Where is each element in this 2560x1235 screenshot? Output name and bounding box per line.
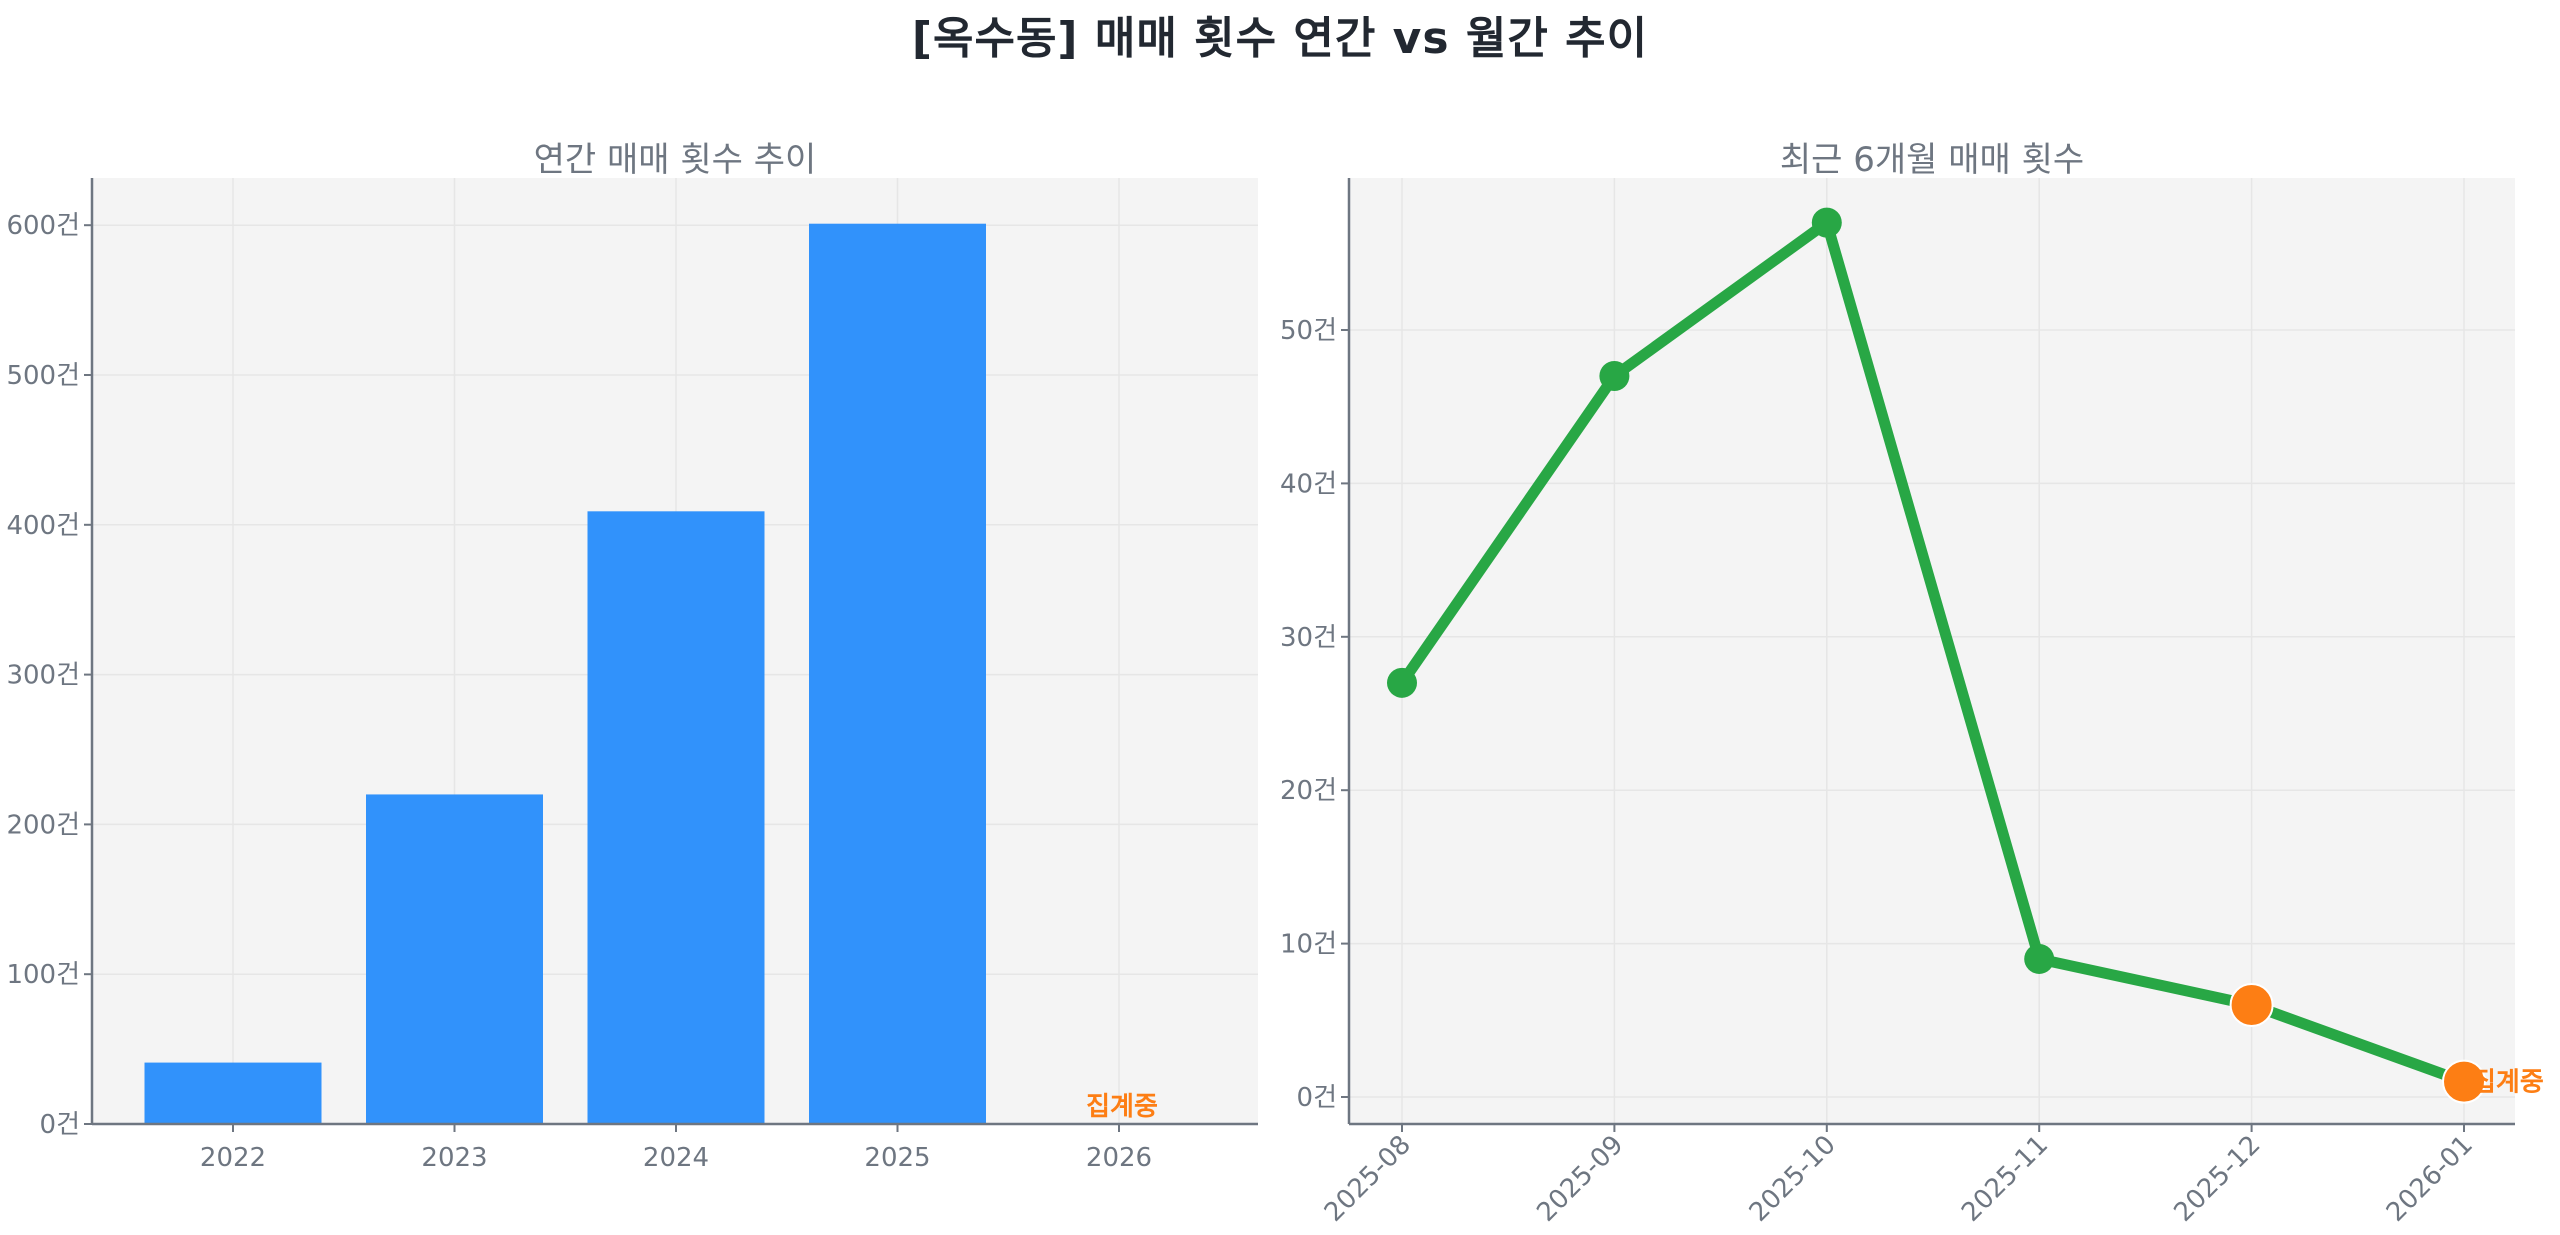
bar-2022	[144, 1062, 322, 1124]
annual-bar-chart: 0건 100건 200건 300건 400건 500건 600건 2022 2023 2024 20…	[6, 178, 1258, 1173]
x-tick-label: 2025-12	[2169, 1130, 2267, 1228]
monthly-chart-title: 최근 6개월 매매 횟수	[1779, 140, 2085, 180]
data-point-2026-01	[2442, 1059, 2486, 1104]
y-tick-label: 20건	[1280, 776, 1337, 806]
pending-annotation: 집계중	[1086, 1092, 1158, 1122]
y-tick-label: 10건	[1280, 930, 1337, 960]
x-tick-label: 2025	[864, 1143, 930, 1173]
annual-chart-title: 연간 매매 횟수 추이	[533, 140, 817, 180]
y-tick-label: 400건	[6, 511, 80, 541]
y-tick-label: 500건	[6, 361, 80, 391]
y-tick-label: 300건	[6, 661, 80, 691]
y-tick-label: 0건	[40, 1110, 80, 1140]
y-tick-label: 30건	[1280, 623, 1337, 653]
bar-2025	[809, 223, 986, 1124]
bar-2023	[366, 794, 543, 1124]
data-point-2025-08	[1387, 667, 1417, 698]
x-tick-label: 2024	[643, 1143, 709, 1173]
x-tick-label: 2026	[1086, 1143, 1152, 1173]
x-tick-label: 2026-01	[2381, 1130, 2479, 1228]
data-point-2025-09	[1599, 361, 1630, 392]
y-tick-label: 100건	[6, 960, 80, 990]
y-tick-label: 50건	[1280, 316, 1337, 346]
x-tick-label: 2025-10	[1744, 1130, 1842, 1228]
x-tick-label: 2025-11	[1956, 1130, 2054, 1228]
y-tick-label: 0건	[1297, 1083, 1337, 1113]
data-point-2025-10	[1811, 207, 1842, 238]
plot-area	[1349, 178, 2515, 1124]
x-tick-label: 2025-09	[1531, 1130, 1629, 1228]
data-point-2025-12	[2229, 982, 2274, 1027]
y-tick-label: 600건	[6, 211, 80, 241]
y-tick-label: 40건	[1280, 469, 1337, 499]
figure-title: [옥수동] 매매 횟수 연간 vs 월간 추이	[911, 13, 1649, 64]
y-tick-label: 200건	[6, 810, 80, 840]
bar-2024	[587, 511, 765, 1124]
trend-line	[1396, 217, 2470, 1088]
x-tick-label: 2025-08	[1319, 1130, 1417, 1228]
x-tick-label: 2023	[421, 1143, 487, 1173]
x-tick-label: 2022	[200, 1143, 266, 1173]
data-point-2025-11	[2024, 943, 2055, 974]
pending-annotation: 집계중	[2472, 1068, 2544, 1098]
